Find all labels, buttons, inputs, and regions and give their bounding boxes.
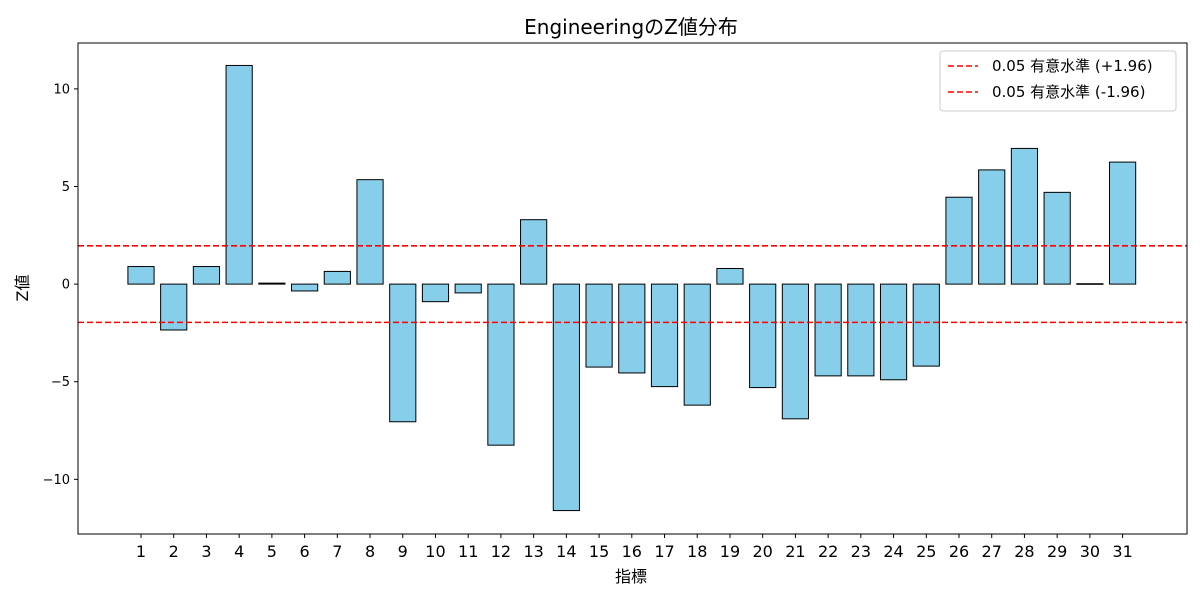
x-tick-label: 24: [883, 542, 903, 561]
bar-12: [487, 283, 515, 446]
x-tick-label: 20: [753, 542, 773, 561]
x-tick-label: 19: [720, 542, 740, 561]
bar-31: [1109, 161, 1137, 285]
x-tick-label: 16: [622, 542, 642, 561]
x-tick-label: 4: [234, 542, 244, 561]
bar-23: [847, 283, 875, 377]
reference-lines-layer: [78, 245, 1187, 324]
x-tick-label: 29: [1047, 542, 1067, 561]
bar-21: [781, 283, 809, 420]
y-ticks-layer: 10 5 0 −5 −10: [43, 82, 78, 488]
x-tick-label: 27: [982, 542, 1002, 561]
bar-30: [1076, 283, 1104, 285]
x-tick-label: 12: [491, 542, 511, 561]
x-tick-label: 6: [300, 542, 310, 561]
x-tick-label: 14: [556, 542, 576, 561]
bar-3: [192, 266, 221, 285]
y-tick-label: −5: [51, 375, 70, 390]
bar-20: [749, 283, 777, 389]
y-tick-label: −10: [43, 473, 70, 488]
legend-label: 0.05 有意水準 (-1.96): [992, 83, 1145, 101]
bar-4: [225, 64, 253, 285]
y-tick-label: 5: [62, 180, 70, 195]
x-tick-label: 17: [654, 542, 674, 561]
chart-title: EngineeringのZ値分布: [524, 15, 738, 39]
bar-14: [552, 283, 580, 512]
bar-8: [356, 179, 384, 285]
x-tick-label: 23: [851, 542, 871, 561]
x-tick-label: 18: [687, 542, 707, 561]
bar-17: [650, 283, 679, 388]
x-tick-label: 13: [523, 542, 543, 561]
x-tick-label: 25: [916, 542, 936, 561]
bar-5: [258, 282, 286, 285]
bars-layer: [127, 64, 1137, 512]
x-tick-label: 7: [332, 542, 342, 561]
x-tick-label: 15: [589, 542, 609, 561]
x-tick-label: 1: [136, 542, 146, 561]
bar-7: [323, 270, 351, 285]
x-tick-label: 26: [949, 542, 969, 561]
x-axis-label: 指標: [615, 567, 647, 586]
bar-1: [127, 266, 155, 285]
x-tick-label: 5: [267, 542, 277, 561]
plot-frame: [77, 42, 1188, 535]
legend-box: [939, 50, 1177, 112]
x-tick-label: 8: [365, 542, 375, 561]
bar-9: [389, 283, 417, 423]
bar-28: [1010, 147, 1039, 285]
bar-18: [683, 283, 711, 406]
bar-26: [945, 196, 973, 285]
x-tick-label: 31: [1112, 542, 1132, 561]
bar-27: [978, 169, 1006, 285]
bar-25: [912, 283, 940, 367]
y-axis-label: Z値: [13, 275, 32, 302]
bar-10: [421, 283, 450, 303]
x-tick-label: 28: [1014, 542, 1034, 561]
x-tick-label: 10: [425, 542, 445, 561]
x-tick-label: 30: [1080, 542, 1100, 561]
bar-11: [454, 283, 482, 294]
bar-24: [879, 283, 908, 381]
x-tick-label: 21: [785, 542, 805, 561]
y-tick-label: 0: [62, 278, 70, 293]
x-ticks-layer: 1 2 3 4 5 6 7 8 9 10 11 12 13 14 15 16 17 18 19 20 21 22 23 24 2…: [136, 534, 1133, 561]
legend-label: 0.05 有意水準 (+1.96): [992, 57, 1153, 75]
bar-13: [520, 219, 548, 285]
x-tick-label: 3: [201, 542, 211, 561]
y-tick-label: 10: [53, 82, 70, 97]
bar-16: [618, 283, 646, 374]
x-tick-label: 11: [458, 542, 478, 561]
bar-19: [716, 267, 744, 285]
legend-items: 0.05 有意水準 (+1.96) 0.05 有意水準 (-1.96): [948, 57, 1153, 101]
x-tick-label: 2: [169, 542, 179, 561]
bar-22: [814, 283, 842, 377]
x-tick-label: 9: [398, 542, 408, 561]
x-tick-label: 22: [818, 542, 838, 561]
bar-6: [291, 283, 319, 292]
legend: 0.05 有意水準 (+1.96) 0.05 有意水準 (-1.96): [939, 50, 1177, 112]
bar-15: [585, 283, 613, 368]
bar-29: [1043, 191, 1071, 285]
